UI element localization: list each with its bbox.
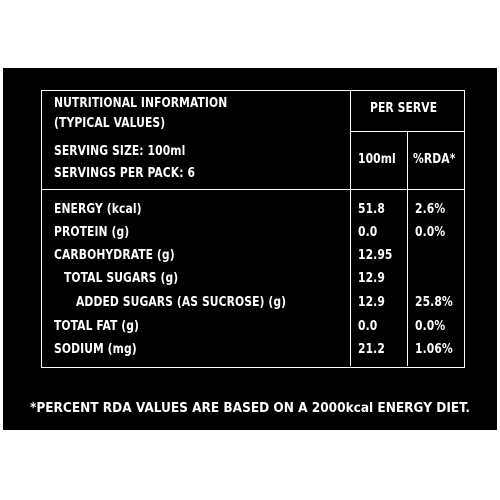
row-rda-energy: 2.6%: [415, 202, 446, 217]
header-divider: [42, 189, 464, 190]
row-label-total-fat: TOTAL FAT (g): [54, 319, 140, 334]
row-label-protein: PROTEIN (g): [54, 225, 130, 240]
row-rda-total-fat: 0.0%: [415, 319, 446, 334]
col-divider-rda: [407, 131, 408, 366]
row-label-total-sugars: TOTAL SUGARS (g): [64, 271, 179, 286]
row-value-total-sugars: 12.9: [358, 271, 385, 286]
row-value-carbohydrate: 12.95: [358, 248, 393, 263]
row-label-energy: ENERGY (kcal): [54, 202, 142, 217]
row-value-sodium: 21.2: [358, 342, 385, 357]
row-label-carbohydrate: CARBOHYDRATE (g): [54, 248, 175, 263]
serving-size: SERVING SIZE: 100ml: [54, 144, 186, 159]
row-rda-added-sugars: 25.8%: [415, 295, 453, 310]
per-serve-divider: [350, 131, 464, 132]
title-line-1: NUTRITIONAL INFORMATION: [54, 96, 228, 111]
nutrition-table: NUTRITIONAL INFORMATION (TYPICAL VALUES)…: [41, 90, 465, 368]
rda-footnote: *PERCENT RDA VALUES ARE BASED ON A 2000k…: [30, 400, 470, 416]
title-line-2: (TYPICAL VALUES): [54, 116, 166, 131]
col-100ml-heading: 100ml: [358, 152, 396, 167]
row-value-protein: 0.0: [358, 225, 378, 240]
col-rda-heading: %RDA*: [413, 152, 456, 167]
nutrition-panel: NUTRITIONAL INFORMATION (TYPICAL VALUES)…: [3, 68, 497, 430]
row-value-total-fat: 0.0: [358, 319, 378, 334]
row-rda-protein: 0.0%: [415, 225, 446, 240]
per-serve-heading: PER SERVE: [370, 101, 438, 116]
row-value-added-sugars: 12.9: [358, 295, 385, 310]
row-label-sodium: SODIUM (mg): [54, 342, 137, 357]
row-value-energy: 51.8: [358, 202, 385, 217]
row-rda-sodium: 1.06%: [415, 342, 453, 357]
servings-per-pack: SERVINGS PER PACK: 6: [54, 166, 196, 181]
row-label-added-sugars: ADDED SUGARS (AS SUCROSE) (g): [76, 295, 287, 310]
col-divider-main: [350, 91, 351, 366]
